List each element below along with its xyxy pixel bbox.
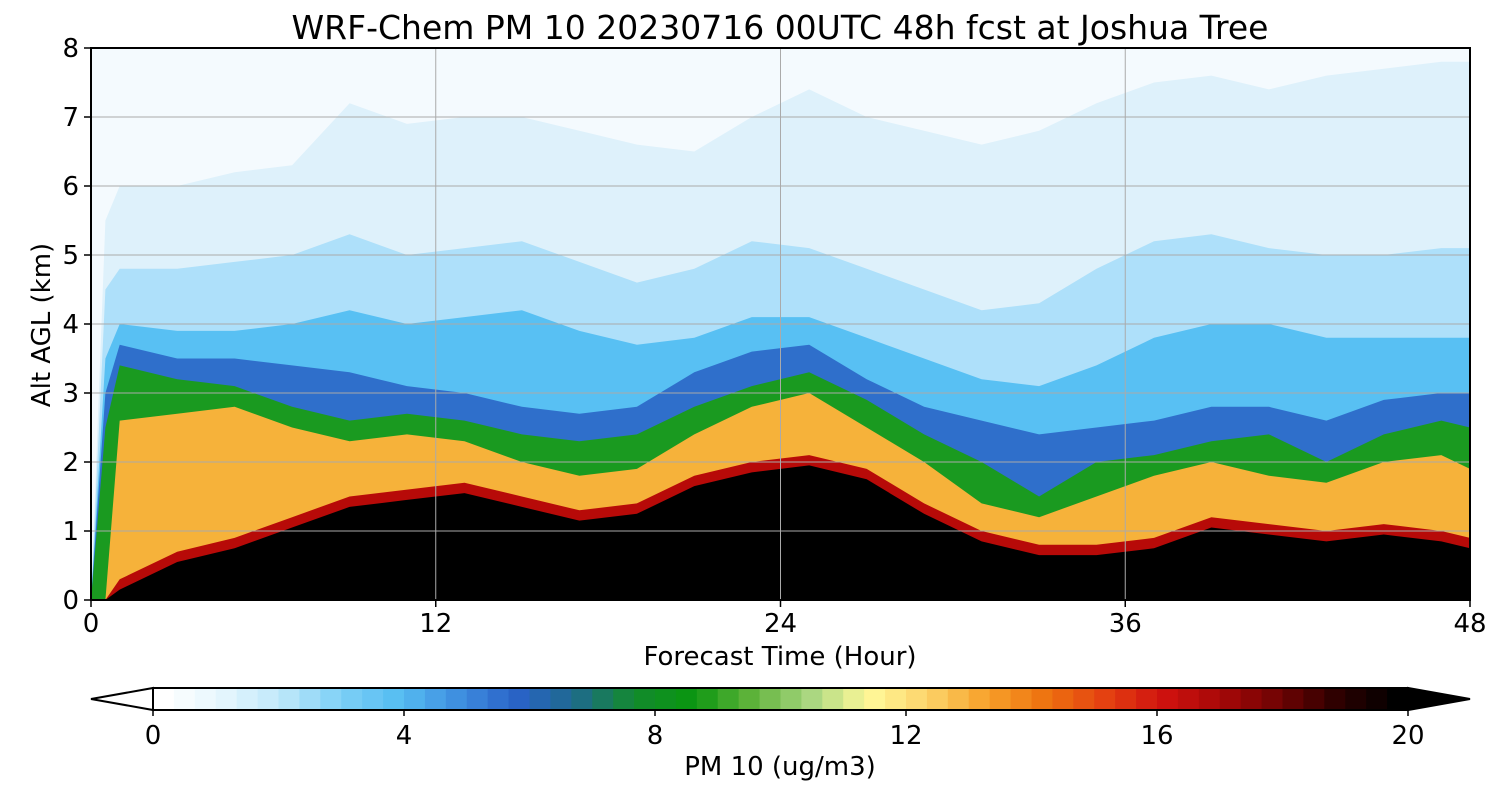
colorbar-cell — [173, 688, 196, 710]
colorbar-cell — [383, 688, 405, 710]
colorbar: 0 4 8 12 16 20 — [90, 686, 1471, 751]
y-tick-label: 1 — [62, 517, 79, 547]
colorbar-cell — [843, 688, 865, 710]
colorbar-cell — [487, 688, 510, 710]
colorbar-cell — [1157, 688, 1179, 710]
colorbar-cell — [1261, 688, 1284, 710]
colorbar-cell — [445, 688, 468, 710]
colorbar-cell — [1219, 688, 1242, 710]
colorbar-cell — [424, 688, 447, 710]
x-axis-ticks: 0 12 24 36 48 — [83, 600, 1487, 639]
colorbar-cells — [153, 688, 1409, 710]
colorbar-cell — [822, 688, 844, 710]
colorbar-cell — [696, 688, 719, 710]
y-tick-label: 7 — [62, 103, 79, 133]
plot-area — [91, 48, 1470, 600]
colorbar-cell — [550, 688, 572, 710]
colorbar-ticks: 0 4 8 12 16 20 — [145, 710, 1425, 751]
colorbar-cell — [1073, 688, 1095, 710]
y-tick-label: 6 — [62, 172, 79, 202]
colorbar-cell — [1177, 688, 1200, 710]
colorbar-cell — [613, 688, 635, 710]
chart-title: WRF-Chem PM 10 20230716 00UTC 48h fcst a… — [292, 8, 1269, 47]
colorbar-cell — [634, 688, 656, 710]
colorbar-cell — [801, 688, 823, 710]
colorbar-cell — [153, 688, 175, 710]
x-axis-label: Forecast Time (Hour) — [643, 642, 916, 672]
colorbar-cell — [1366, 688, 1388, 710]
colorbar-cell — [1136, 688, 1158, 710]
x-tick-label: 0 — [83, 609, 100, 639]
y-tick-label: 8 — [62, 34, 79, 64]
y-axis-ticks: 0 1 2 3 4 5 6 7 8 — [62, 34, 91, 616]
colorbar-cell — [1282, 688, 1305, 710]
colorbar-cell — [1115, 688, 1137, 710]
colorbar-cell — [717, 688, 740, 710]
colorbar-tick-label: 16 — [1140, 721, 1173, 751]
colorbar-cell — [257, 688, 280, 710]
x-tick-label: 36 — [1109, 609, 1142, 639]
colorbar-tick-label: 8 — [647, 721, 664, 751]
colorbar-label: PM 10 (ug/m3) — [684, 752, 876, 782]
colorbar-cell — [1345, 688, 1367, 710]
colorbar-cell — [1303, 688, 1325, 710]
colorbar-frame — [152, 687, 1409, 711]
colorbar-cell — [194, 688, 217, 710]
colorbar-max-extend — [1407, 686, 1471, 712]
colorbar-cell — [278, 688, 301, 710]
colorbar-cell — [215, 688, 238, 710]
colorbar-cell — [759, 688, 782, 710]
y-tick-label: 2 — [62, 448, 79, 478]
colorbar-cell — [864, 688, 886, 710]
y-axis-label: Alt AGL (km) — [27, 243, 57, 407]
colorbar-cell — [362, 688, 384, 710]
y-tick-label: 3 — [62, 379, 79, 409]
colorbar-cell — [341, 688, 363, 710]
colorbar-cell — [508, 688, 531, 710]
gridlines — [91, 48, 1470, 600]
colorbar-cell — [926, 688, 949, 710]
colorbar-cell — [1010, 688, 1033, 710]
colorbar-cell — [236, 688, 259, 710]
colorbar-cell — [571, 688, 593, 710]
y-tick-label: 5 — [62, 241, 79, 271]
colorbar-cell — [320, 688, 342, 710]
colorbar-cell — [1198, 688, 1221, 710]
colorbar-cell — [1240, 688, 1263, 710]
y-tick-label: 0 — [62, 586, 79, 616]
x-tick-label: 48 — [1453, 609, 1486, 639]
colorbar-cell — [1094, 688, 1116, 710]
colorbar-cell — [1031, 688, 1054, 710]
colorbar-cell — [989, 688, 1012, 710]
colorbar-tick-label: 4 — [396, 721, 413, 751]
y-tick-label: 4 — [62, 310, 79, 340]
colorbar-cell — [529, 688, 552, 710]
colorbar-cell — [466, 688, 489, 710]
colorbar-cell — [1387, 688, 1409, 710]
colorbar-tick-label: 20 — [1391, 721, 1424, 751]
colorbar-cell — [404, 688, 426, 710]
colorbar-cell — [592, 688, 614, 710]
x-tick-label: 24 — [764, 609, 797, 639]
colorbar-cell — [655, 688, 677, 710]
colorbar-cell — [1052, 688, 1074, 710]
colorbar-cell — [947, 688, 970, 710]
colorbar-cell — [885, 688, 907, 710]
colorbar-cell — [738, 688, 761, 710]
x-tick-label: 12 — [419, 609, 452, 639]
colorbar-tick-label: 0 — [145, 721, 162, 751]
colorbar-cell — [780, 688, 803, 710]
colorbar-min-extend — [90, 686, 154, 712]
colorbar-cell — [906, 688, 928, 710]
colorbar-cell — [675, 688, 698, 710]
colorbar-tick-label: 12 — [889, 721, 922, 751]
colorbar-cell — [1324, 688, 1346, 710]
colorbar-cell — [968, 688, 991, 710]
colorbar-cell — [299, 688, 321, 710]
